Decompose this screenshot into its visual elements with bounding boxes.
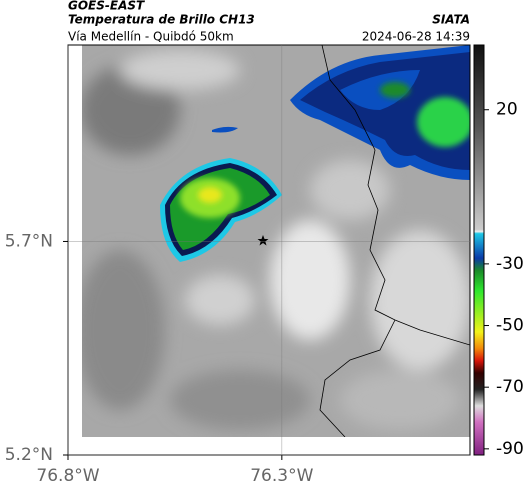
- timestamp: 2024-06-28 14:39: [362, 30, 470, 44]
- x-tick-label: 76.3°W: [250, 466, 313, 486]
- colorbar-tick-label: -90: [496, 439, 524, 459]
- y-tick-label: 5.7°N: [5, 231, 53, 251]
- cold-cloud-left: [160, 126, 282, 262]
- colorbar-tick-label: -70: [496, 377, 524, 397]
- satellite-image: [82, 45, 470, 437]
- y-tick-label: 5.2°N: [5, 445, 53, 465]
- colorbar-tick-label: -30: [496, 254, 524, 274]
- x-tick-label: 76.8°W: [36, 466, 99, 486]
- subtitle: Temperatura de Brillo CH13: [68, 13, 255, 27]
- cold-cloud-top-right: [290, 45, 470, 180]
- title: GOES-EAST: [68, 0, 145, 13]
- caption: Vía Medellín - Quibdó 50km: [68, 30, 234, 44]
- colorbar-tick-label: -50: [496, 316, 524, 336]
- location-marker: [257, 235, 269, 246]
- source: SIATA: [432, 13, 470, 27]
- borders: [319, 45, 470, 437]
- colorbar-tick-label: 20: [496, 100, 518, 120]
- colorbar: [473, 44, 485, 456]
